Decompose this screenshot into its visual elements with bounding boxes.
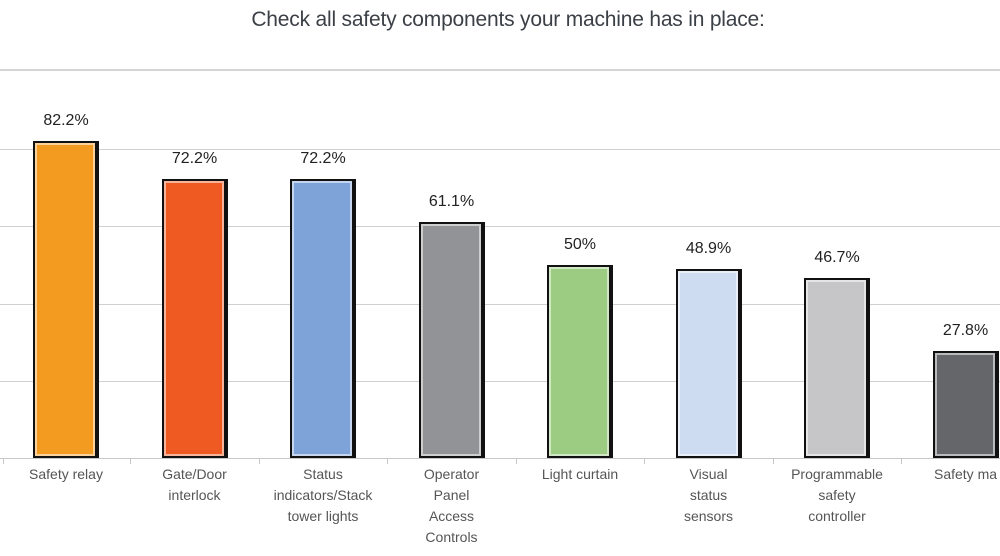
axis-tick [901, 458, 903, 464]
category-label: Light curtain [541, 466, 619, 482]
bar [932, 350, 999, 458]
chart-title: Check all safety components your machine… [251, 8, 765, 31]
category-label: Operator Panel Access Controls [423, 466, 480, 545]
category-label: Safety relay [29, 466, 103, 482]
bar [675, 269, 742, 458]
category-label: Visual status sensors [683, 466, 734, 524]
bar [418, 222, 485, 458]
category-label: Programmable safety controller [791, 466, 883, 524]
data-label: 82.2% [43, 111, 89, 129]
data-label: 50% [563, 236, 597, 253]
axis-tick [130, 458, 132, 464]
gridline [0, 226, 1000, 228]
axis-tick [772, 458, 774, 464]
axis-tick [258, 458, 260, 464]
axis-tick [3, 458, 4, 464]
gridline [0, 303, 1000, 305]
gridline [0, 149, 1000, 151]
x-axis-line [0, 458, 1000, 459]
bar [804, 277, 870, 458]
gridline [0, 380, 1000, 382]
axis-tick [644, 458, 646, 464]
axis-tick [387, 458, 389, 464]
data-label: 61.1% [428, 193, 475, 211]
bar [290, 179, 356, 458]
bar [33, 140, 99, 458]
data-label: 72.2% [171, 150, 218, 168]
category-label: Gate/Door interlock [162, 466, 227, 503]
category-label: Status indicators/Stack tower lights [273, 466, 373, 524]
category-label: Safety ma [933, 466, 998, 482]
bar [161, 179, 228, 458]
data-label: 46.7% [814, 248, 860, 266]
data-label: 27.8% [942, 321, 989, 339]
data-label: 72.2% [300, 150, 346, 168]
data-label: 48.9% [685, 240, 732, 258]
bar [547, 265, 613, 458]
top-rule [0, 69, 1000, 71]
axis-tick [515, 458, 517, 464]
